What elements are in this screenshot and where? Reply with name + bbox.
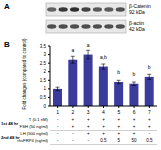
svg-text:rhsFRP4 (ng/ml): rhsFRP4 (ng/ml) [17,138,48,143]
svg-text:1: 1 [56,109,59,114]
svg-text:0.5: 0.5 [40,95,47,100]
svg-text:50: 50 [132,138,138,143]
svg-text:-: - [57,124,59,129]
svg-text:+: + [148,117,151,122]
svg-text:B: B [8,40,10,49]
svg-text:+: + [102,124,105,129]
svg-text:7: 7 [148,109,151,114]
svg-text:4: 4 [102,109,105,114]
svg-text:a: a [87,42,90,48]
svg-text:0.5: 0.5 [100,138,107,143]
svg-text:β-Catenin: β-Catenin [129,3,151,9]
svg-text:A: A [8,2,10,11]
svg-text:3.5: 3.5 [40,44,47,49]
svg-text:+: + [117,131,120,136]
svg-text:1.5: 1.5 [40,78,47,83]
svg-text:-: - [57,131,59,136]
svg-text:5: 5 [118,138,121,143]
svg-text:Fold changes (compared to cont: Fold changes (compared to control) [22,38,27,110]
svg-text:+: + [148,124,151,129]
svg-text:42 kDa: 42 kDa [129,26,145,32]
svg-text:-: - [72,131,74,136]
svg-text:-: - [149,131,151,136]
svg-text:b: b [117,69,120,75]
svg-text:0.5: 0.5 [146,138,153,143]
svg-text:1st 48 hr: 1st 48 hr [8,121,19,126]
svg-text:92 kDa: 92 kDa [129,9,145,15]
svg-text:+: + [87,117,90,122]
svg-text:FSH (50 ng/ml): FSH (50 ng/ml) [20,124,49,129]
svg-text:a,b: a,b [100,54,107,60]
svg-text:+: + [102,117,105,122]
svg-text:1: 1 [43,86,46,91]
svg-text:β-actin: β-actin [129,20,145,26]
svg-text:+: + [133,131,136,136]
svg-text:3: 3 [87,109,90,114]
svg-text:+: + [117,117,120,122]
svg-text:LH (500 ng/ml): LH (500 ng/ml) [20,131,48,136]
svg-text:+: + [133,117,136,122]
svg-text:2: 2 [43,69,46,74]
svg-text:2: 2 [72,109,75,114]
svg-text:3: 3 [43,52,46,57]
svg-text:+: + [133,124,136,129]
svg-text:b: b [148,64,151,70]
svg-text:T (0.1 nM): T (0.1 nM) [29,117,49,122]
svg-text:-: - [87,138,89,143]
svg-text:a: a [71,47,74,53]
svg-text:6: 6 [133,109,136,114]
svg-text:-: - [72,138,74,143]
svg-text:2.5: 2.5 [40,61,47,66]
svg-text:b: b [133,71,136,77]
svg-text:+: + [87,131,90,136]
svg-text:0: 0 [43,104,46,109]
svg-text:5: 5 [117,109,120,114]
svg-text:+: + [72,124,75,129]
svg-text:+: + [117,124,120,129]
svg-text:+: + [72,117,75,122]
svg-text:-: - [57,117,59,122]
svg-text:+: + [87,124,90,129]
svg-text:-: - [57,138,59,143]
svg-text:+: + [102,131,105,136]
